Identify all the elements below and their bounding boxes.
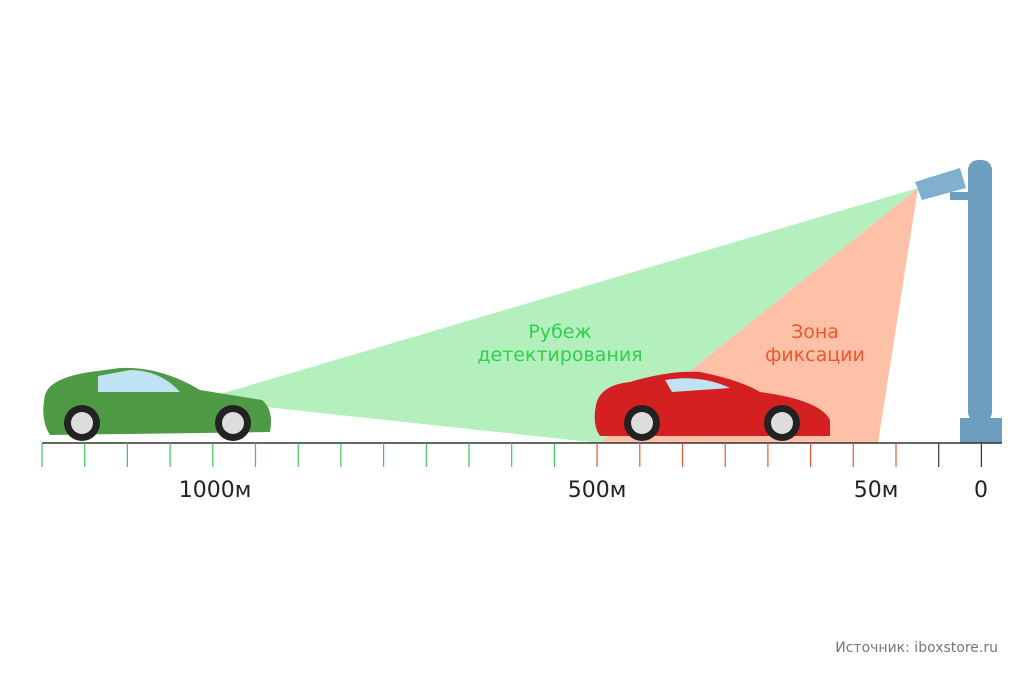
scale-label: 50м — [854, 478, 899, 503]
red-car — [594, 371, 830, 441]
camera — [915, 168, 966, 200]
scale-label: 500м — [568, 478, 627, 503]
detection-label: Рубеж детектирования — [477, 321, 642, 366]
green-car — [43, 367, 272, 441]
scale-label: 1000м — [179, 478, 252, 503]
pole — [968, 160, 992, 422]
detection-beam — [200, 188, 918, 443]
pole-base — [960, 418, 1002, 443]
scale-label: 0 — [974, 478, 988, 503]
source: Источник: iboxstore.ru — [835, 640, 998, 656]
camera-mount — [950, 192, 970, 200]
fixation-label: Зона фиксации — [765, 321, 865, 366]
scale-ticks — [41, 443, 983, 467]
